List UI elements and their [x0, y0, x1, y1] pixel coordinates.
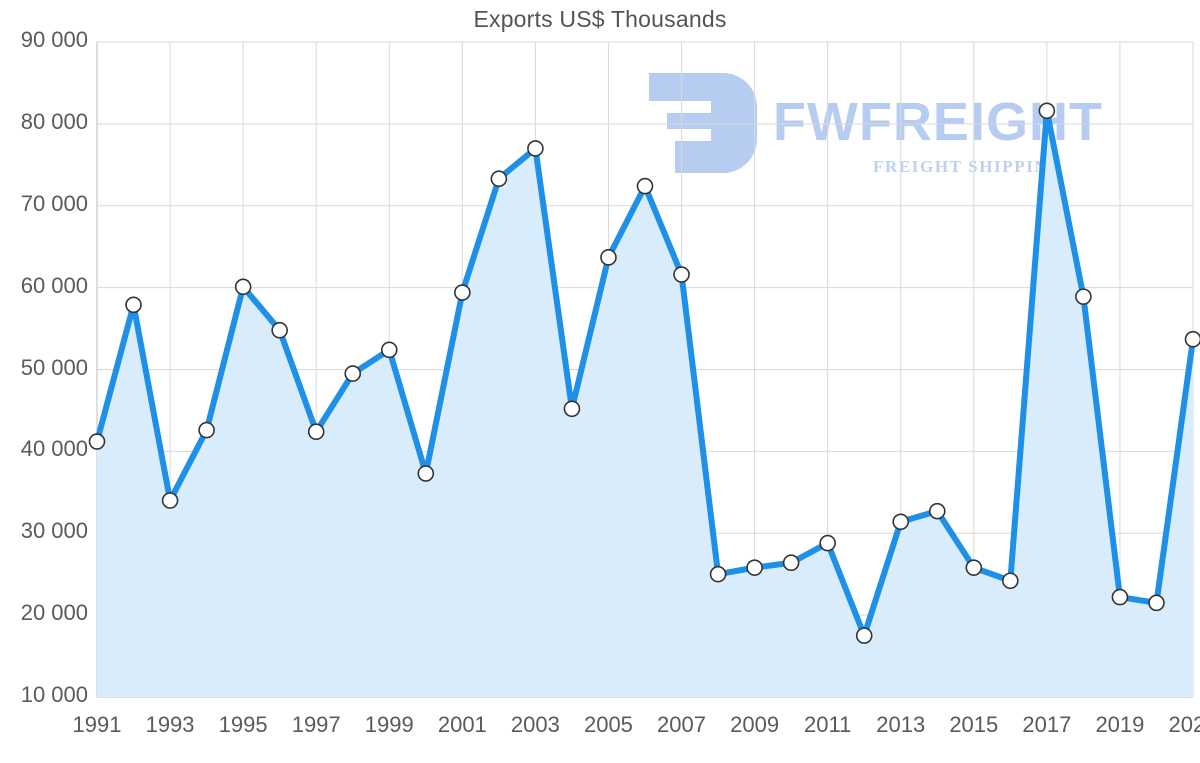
x-tick-label: 2007 — [657, 712, 707, 737]
x-tick-label: 1999 — [364, 712, 414, 737]
data-point[interactable] — [673, 266, 690, 283]
y-tick-label: 80 000 — [20, 108, 88, 134]
y-tick-label: 90 000 — [20, 27, 88, 52]
data-point[interactable] — [454, 284, 471, 301]
data-point-markers — [88, 102, 1200, 644]
data-point[interactable] — [709, 565, 727, 583]
x-tick-label: 1993 — [145, 712, 195, 737]
data-point[interactable] — [161, 492, 179, 509]
data-point[interactable] — [380, 341, 398, 359]
x-tick-label: 2009 — [730, 712, 780, 737]
y-tick-label: 70 000 — [20, 190, 88, 216]
x-tick-label: 1995 — [218, 712, 268, 737]
x-tick-label: 2005 — [583, 712, 633, 737]
x-tick-label: 2001 — [437, 712, 487, 737]
data-point[interactable] — [1111, 588, 1129, 606]
y-tick-label: 50 000 — [20, 354, 88, 380]
area-fill — [97, 110, 1193, 697]
data-point[interactable] — [1075, 288, 1092, 305]
data-point[interactable] — [600, 249, 617, 266]
data-point[interactable] — [490, 170, 508, 188]
data-point[interactable] — [307, 423, 325, 441]
data-point[interactable] — [1184, 330, 1200, 348]
x-tick-label: 2017 — [1022, 712, 1072, 737]
data-point[interactable] — [1002, 572, 1019, 590]
data-point[interactable] — [344, 365, 362, 382]
x-tick-label: 2019 — [1095, 712, 1145, 737]
x-tick-label: 2015 — [949, 712, 999, 737]
data-point[interactable] — [271, 321, 288, 339]
data-point[interactable] — [417, 465, 435, 482]
y-tick-label: 20 000 — [20, 600, 88, 626]
data-point[interactable] — [125, 296, 142, 314]
data-point[interactable] — [855, 627, 873, 644]
data-point[interactable] — [928, 502, 946, 520]
data-point[interactable] — [198, 421, 215, 439]
x-tick-label: 2021 — [1168, 712, 1200, 737]
data-point[interactable] — [1038, 102, 1056, 120]
x-tick-label: 2013 — [876, 712, 926, 737]
data-point[interactable] — [819, 534, 836, 552]
data-point[interactable] — [563, 400, 581, 418]
data-point[interactable] — [527, 140, 544, 157]
x-tick-label: 1997 — [291, 712, 341, 737]
data-point[interactable] — [234, 278, 252, 296]
x-tick-label: 2011 — [804, 712, 852, 737]
data-point[interactable] — [636, 177, 654, 195]
data-point[interactable] — [1148, 594, 1165, 612]
data-point[interactable] — [782, 554, 800, 572]
y-tick-label: 30 000 — [20, 518, 88, 544]
x-tick-label: 2003 — [510, 712, 560, 737]
y-tick-label: 10 000 — [20, 682, 88, 707]
y-tick-label: 40 000 — [20, 436, 88, 462]
y-axis: 10 000 20 000 30 000 40 000 50 000 60 000 70 0… — [0, 0, 88, 763]
data-point[interactable] — [88, 433, 106, 450]
y-tick-label: 60 000 — [20, 272, 88, 298]
data-point[interactable] — [965, 559, 983, 576]
chart-title: Exports US$ Thousands — [473, 6, 727, 32]
x-tick-label: 1991 — [72, 712, 122, 737]
data-point[interactable] — [746, 559, 763, 576]
data-point[interactable] — [892, 513, 910, 531]
